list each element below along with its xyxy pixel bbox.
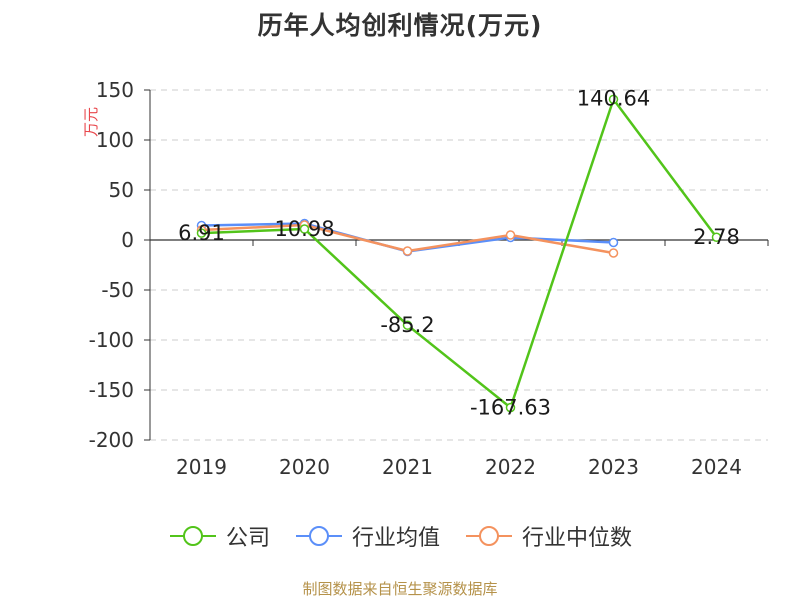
- chart-title: 历年人均创利情况(万元): [257, 11, 543, 40]
- legend-line-industry-mean-icon: [295, 526, 342, 546]
- series-line-0: [201, 96, 718, 410]
- legend-label-industry-mean: 行业均值: [351, 526, 440, 551]
- data-source-note: 制图数据来自恒生聚源数据库: [302, 580, 498, 598]
- data-label: -85.2: [380, 313, 434, 337]
- x-tick-label: 2023: [588, 455, 639, 479]
- legend-line-company-icon: [169, 526, 216, 546]
- data-label: 140.64: [577, 86, 650, 110]
- y-axis-label: 万元: [82, 107, 100, 137]
- x-tick-label: 2022: [485, 455, 536, 479]
- data-point-series-0: [402, 320, 413, 330]
- data-label: -167.63: [470, 396, 551, 420]
- legend: 公司 行业均值 行业中位数: [0, 520, 800, 552]
- y-tick-label: 150: [96, 78, 134, 102]
- data-point-series-0: [608, 94, 619, 105]
- data-label: 10.98: [274, 217, 334, 241]
- legend-line-industry-median-icon: [466, 526, 512, 546]
- y-tick-label: -200: [89, 428, 134, 452]
- data-point-series-0: [505, 402, 516, 413]
- legend-item-industry-mean[interactable]: 行业均值: [294, 520, 440, 552]
- y-tick-label: -150: [89, 378, 134, 402]
- legend-label-company: 公司: [225, 526, 270, 551]
- legend-item-industry-median[interactable]: 行业中位数: [464, 520, 632, 552]
- x-tick-label: 2019: [176, 455, 227, 479]
- data-point-series-2: [608, 248, 619, 258]
- y-tick-label: 50: [109, 178, 134, 202]
- y-tick-label: 0: [121, 228, 134, 252]
- data-label: 2.78: [693, 225, 740, 249]
- data-label: 6.91: [178, 221, 225, 245]
- data-point-series-0: [196, 228, 207, 238]
- y-tick-label: -50: [101, 278, 134, 302]
- data-point-series-2: [505, 230, 516, 240]
- legend-item-company[interactable]: 公司: [168, 520, 270, 552]
- data-point-series-2: [402, 246, 413, 256]
- x-tick-label: 2024: [691, 455, 742, 479]
- x-tick-label: 2020: [279, 455, 330, 479]
- data-point-series-0: [299, 224, 310, 234]
- data-point-series-0: [711, 232, 722, 242]
- x-tick-label: 2021: [382, 455, 433, 479]
- y-tick-label: 100: [96, 128, 134, 152]
- data-point-series-1: [608, 237, 619, 248]
- y-tick-label: -100: [89, 328, 134, 352]
- legend-label-industry-median: 行业中位数: [522, 526, 633, 551]
